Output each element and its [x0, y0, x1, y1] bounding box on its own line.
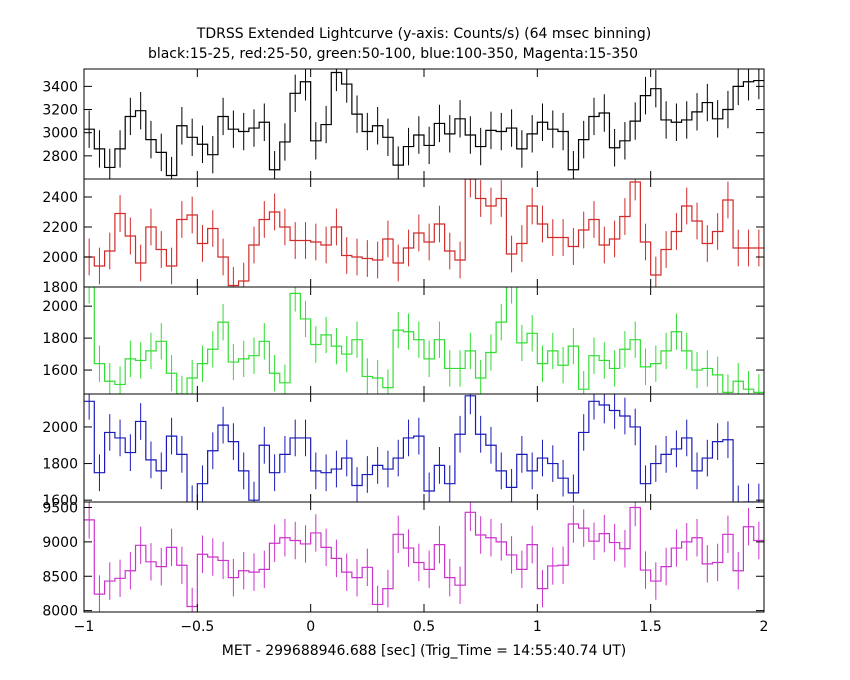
series-100-350: [84, 394, 764, 502]
y-tick-label: 2800: [42, 149, 78, 165]
y-tick-label: 9500: [42, 501, 78, 517]
series-15-350: [84, 502, 764, 612]
x-tick-label: 1.5: [640, 619, 662, 635]
panel-50-100: 1600 1800 2000: [42, 286, 765, 395]
y-tick-label: 2000: [42, 420, 78, 436]
panel-15-25: 2800 3000 3200 3400: [42, 68, 765, 180]
y-tick-label: 3400: [42, 79, 78, 95]
panel-frame: [83, 68, 765, 180]
error-bars-100-350: [88, 394, 760, 502]
error-bars-15-350: [88, 502, 760, 612]
series-line-15-25: [84, 71, 764, 177]
error-bars-15-25: [88, 69, 760, 179]
chart-title: TDRSS Extended Lightcurve (y-axis: Count…: [196, 26, 651, 42]
y-tick-label: 3200: [42, 103, 78, 119]
y-tick-label: 2000: [42, 250, 78, 266]
y-tick-label: 1600: [42, 363, 78, 379]
series-15-25: [84, 69, 764, 179]
x-tick-label: −1: [74, 619, 95, 635]
series-50-100: [88, 287, 764, 394]
x-axis-label: MET - 299688946.688 [sec] (Trig_Time = 1…: [222, 643, 626, 659]
x-axis: −1 −0.5 0 0.5 1 1.5 2: [74, 619, 769, 635]
y-tick-label: 1800: [42, 331, 78, 347]
series-line-100-350: [84, 395, 764, 502]
y-tick-label: 1800: [42, 280, 78, 296]
chart-subtitle: black:15-25, red:25-50, green:50-100, bl…: [148, 46, 638, 62]
y-tick-label: 8500: [42, 569, 78, 585]
panel-25-50: 1800 2000 2200 2400: [42, 178, 765, 296]
panel-100-350: 1600 1800 2000: [42, 393, 765, 509]
series-line-15-350: [84, 506, 764, 608]
y-tick-label: 9000: [42, 535, 78, 551]
x-tick-label: 0: [306, 619, 315, 635]
y-tick-label: 1800: [42, 457, 78, 473]
x-tick-label: 2: [760, 619, 769, 635]
y-tick-label: 1600: [42, 493, 78, 509]
x-tick-label: −0.5: [180, 619, 214, 635]
x-tick-label: 1: [533, 619, 542, 635]
y-tick-label: 2000: [42, 299, 78, 315]
y-tick-label: 3000: [42, 126, 78, 142]
series-line-25-50: [84, 179, 764, 287]
error-bars-50-100: [88, 287, 760, 394]
series-line-50-100: [93, 287, 764, 394]
y-tick-label: 2200: [42, 220, 78, 236]
panels-group: 2800 3000 3200 3400 1800 2000 2200 2400 1600 1800…: [42, 68, 765, 620]
x-tick-label: 0.5: [413, 619, 435, 635]
panel-15-350: 8000 8500 9000 9500: [42, 501, 765, 620]
panel-frame: [83, 501, 765, 613]
y-tick-label: 8000: [42, 604, 78, 620]
y-tick-label: 2400: [42, 190, 78, 206]
